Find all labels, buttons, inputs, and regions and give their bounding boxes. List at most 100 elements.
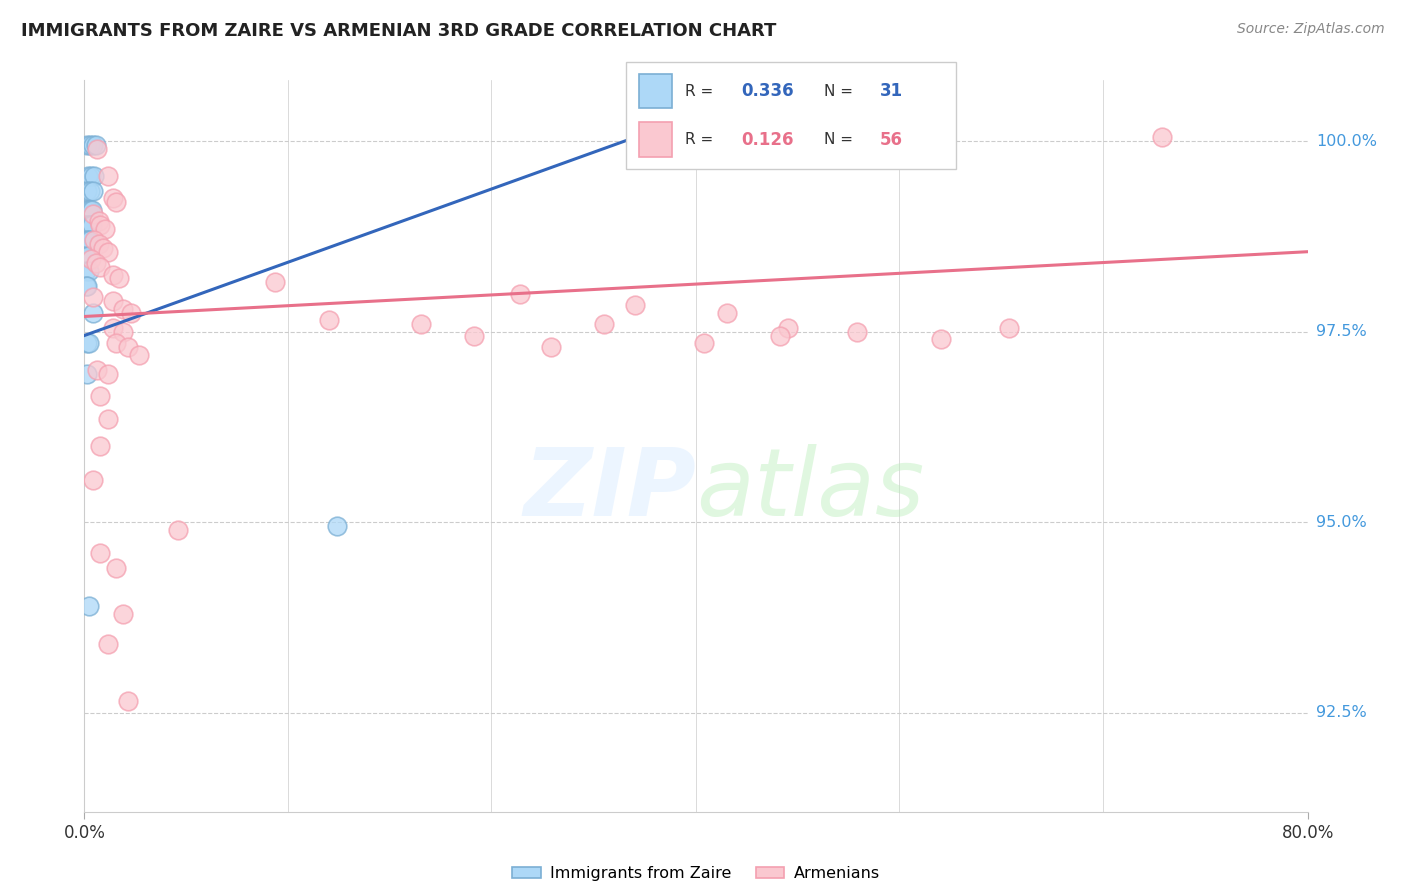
Point bbox=[112, 607, 135, 621]
Point bbox=[94, 222, 117, 236]
Point bbox=[82, 206, 104, 220]
Point bbox=[716, 306, 738, 320]
Text: 95.0%: 95.0% bbox=[1316, 515, 1367, 530]
Text: R =: R = bbox=[685, 84, 718, 99]
Legend: Immigrants from Zaire, Armenians: Immigrants from Zaire, Armenians bbox=[506, 860, 886, 888]
Point bbox=[79, 202, 101, 217]
Point bbox=[692, 336, 714, 351]
Point bbox=[82, 473, 104, 487]
Point bbox=[87, 214, 110, 228]
Point bbox=[84, 256, 107, 270]
Point bbox=[83, 233, 105, 247]
Text: 0.336: 0.336 bbox=[741, 82, 794, 100]
Point bbox=[509, 286, 531, 301]
Text: IMMIGRANTS FROM ZAIRE VS ARMENIAN 3RD GRADE CORRELATION CHART: IMMIGRANTS FROM ZAIRE VS ARMENIAN 3RD GR… bbox=[21, 22, 776, 40]
Point bbox=[128, 347, 150, 361]
Point bbox=[112, 301, 135, 316]
Point bbox=[845, 325, 868, 339]
Text: 0.126: 0.126 bbox=[741, 130, 794, 148]
Point bbox=[89, 546, 111, 560]
Point bbox=[101, 294, 124, 309]
Text: R =: R = bbox=[685, 132, 718, 147]
Point bbox=[998, 321, 1021, 335]
Point bbox=[76, 279, 98, 293]
Point bbox=[75, 248, 97, 262]
Point bbox=[776, 321, 799, 335]
Point bbox=[82, 138, 104, 153]
Point bbox=[112, 325, 135, 339]
Point bbox=[82, 306, 104, 320]
Point bbox=[769, 328, 792, 343]
Point bbox=[97, 367, 120, 381]
Point bbox=[86, 363, 108, 377]
Text: N =: N = bbox=[824, 132, 858, 147]
Point bbox=[84, 138, 107, 153]
Point bbox=[76, 336, 98, 351]
Point bbox=[89, 439, 111, 453]
Point bbox=[75, 233, 97, 247]
Point bbox=[1152, 130, 1174, 145]
Point bbox=[76, 218, 98, 232]
Point bbox=[77, 169, 100, 183]
Point bbox=[77, 336, 100, 351]
Point bbox=[77, 248, 100, 262]
Point bbox=[97, 637, 120, 651]
Text: 31: 31 bbox=[880, 82, 903, 100]
Point bbox=[80, 252, 103, 267]
Bar bbox=[638, 74, 672, 109]
Point bbox=[75, 264, 97, 278]
Point bbox=[117, 694, 139, 708]
Text: 100.0%: 100.0% bbox=[1316, 134, 1376, 149]
Point bbox=[104, 336, 127, 351]
Text: 92.5%: 92.5% bbox=[1316, 706, 1367, 720]
Point bbox=[75, 279, 97, 293]
Point bbox=[86, 142, 108, 156]
Point bbox=[75, 202, 97, 217]
Point bbox=[80, 218, 103, 232]
Point bbox=[83, 169, 105, 183]
Point bbox=[101, 191, 124, 205]
Point bbox=[79, 218, 101, 232]
Point bbox=[89, 260, 111, 274]
Point bbox=[463, 328, 485, 343]
Point bbox=[77, 599, 100, 613]
Point bbox=[76, 184, 98, 198]
Text: 97.5%: 97.5% bbox=[1316, 324, 1367, 339]
Point bbox=[89, 218, 111, 232]
Point bbox=[929, 332, 952, 346]
Point bbox=[77, 202, 100, 217]
Point bbox=[77, 264, 100, 278]
Point bbox=[75, 218, 97, 232]
Point bbox=[318, 313, 340, 327]
Point bbox=[624, 298, 647, 312]
Point bbox=[76, 233, 98, 247]
Point bbox=[107, 271, 129, 285]
Point bbox=[76, 367, 98, 381]
Text: 56: 56 bbox=[880, 130, 903, 148]
Point bbox=[117, 340, 139, 354]
Point bbox=[76, 138, 98, 153]
Point bbox=[166, 523, 188, 537]
Point bbox=[540, 340, 562, 354]
Text: ZIP: ZIP bbox=[523, 444, 696, 536]
Point bbox=[79, 138, 101, 153]
Point bbox=[80, 169, 103, 183]
Point bbox=[101, 321, 124, 335]
Point bbox=[104, 561, 127, 575]
Point bbox=[409, 317, 432, 331]
Point bbox=[264, 275, 287, 289]
Text: Source: ZipAtlas.com: Source: ZipAtlas.com bbox=[1237, 22, 1385, 37]
Bar bbox=[638, 122, 672, 157]
Point bbox=[87, 237, 110, 252]
Point bbox=[97, 412, 120, 426]
Point bbox=[79, 184, 101, 198]
Point bbox=[82, 290, 104, 304]
Point bbox=[325, 519, 347, 533]
Point bbox=[82, 202, 104, 217]
Point bbox=[93, 241, 115, 255]
Point bbox=[97, 169, 120, 183]
Point bbox=[593, 317, 616, 331]
Point bbox=[82, 184, 104, 198]
Text: atlas: atlas bbox=[696, 444, 924, 535]
Point bbox=[120, 306, 142, 320]
